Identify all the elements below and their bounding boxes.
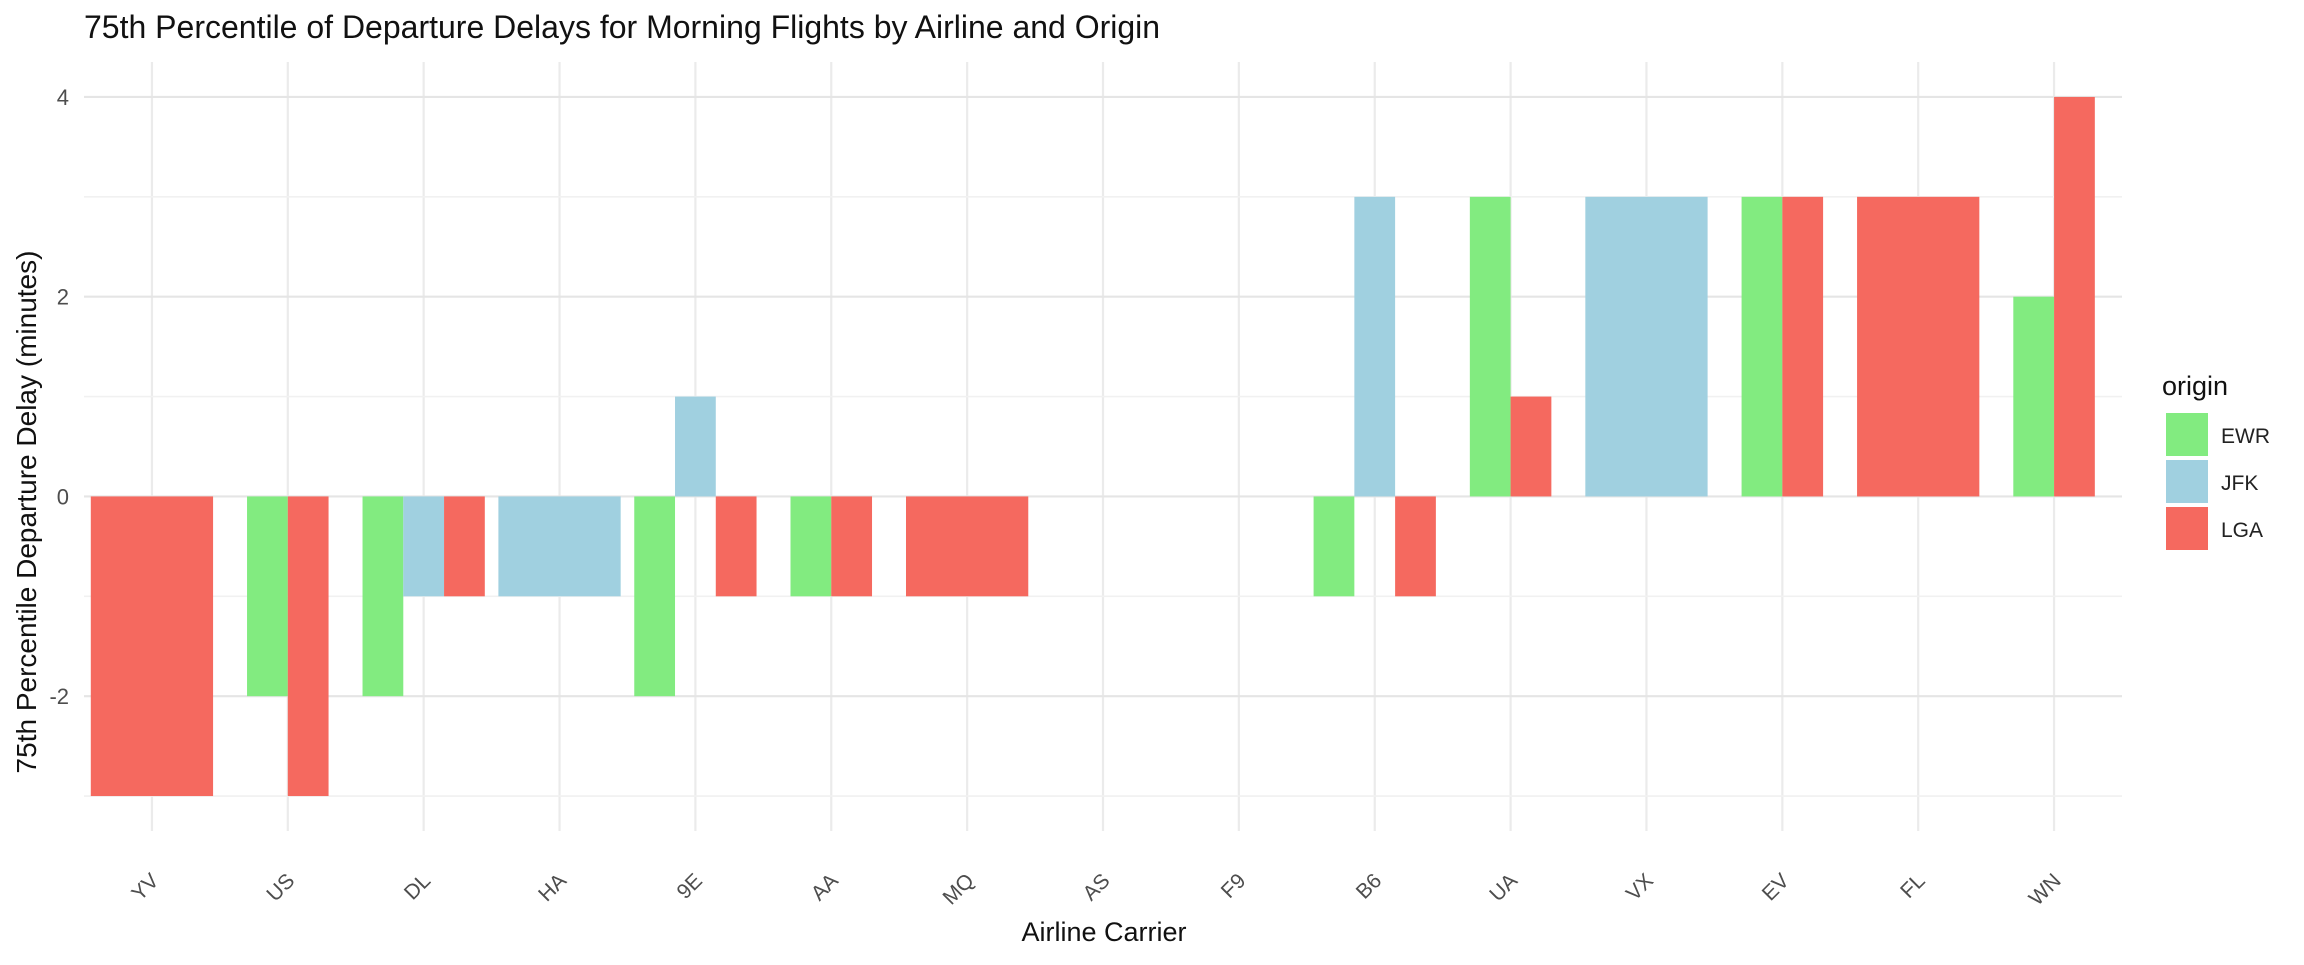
bar-DL-JFK (403, 496, 445, 597)
x-tick-label-WN: WN (2025, 869, 2066, 910)
y-tick-label: 4 (57, 85, 69, 110)
x-tick-label-AS: AS (1078, 869, 1114, 905)
bar-WN-LGA (2054, 96, 2095, 497)
bar-DL-EWR (362, 496, 404, 697)
x-tick-label-VX: VX (1622, 869, 1658, 905)
legend-label-JFK: JFK (2221, 472, 2258, 495)
legend-swatch-EWR (2166, 413, 2208, 456)
bar-EV-LGA (1782, 196, 1824, 497)
y-tick-label: 0 (57, 484, 69, 509)
x-tick-label-UA: UA (1485, 869, 1522, 906)
bar-YV-LGA (90, 496, 214, 797)
bar-9E-LGA (715, 496, 757, 597)
bar-B6-LGA (1395, 496, 1436, 597)
bar-EV-EWR (1741, 196, 1783, 497)
legend-label-EWR: EWR (2221, 425, 2270, 448)
x-tick-label-EV: EV (1758, 869, 1794, 905)
bar-UA-EWR (1469, 196, 1511, 497)
legend: origin EWR JFK LGA (2162, 371, 2270, 550)
legend-label-LGA: LGA (2221, 519, 2263, 542)
bar-DL-LGA (444, 496, 485, 597)
bar-AA-EWR (790, 496, 832, 597)
y-tick-label: 2 (57, 285, 69, 310)
legend-title: origin (2162, 371, 2228, 401)
bar-MQ-LGA (905, 496, 1029, 597)
x-tick-label-F9: F9 (1217, 869, 1251, 903)
bar-FL-LGA (1857, 196, 1980, 497)
bar-UA-LGA (1510, 396, 1552, 497)
x-tick-label-FL: FL (1896, 869, 1930, 903)
x-tick-label-YV: YV (127, 869, 163, 905)
x-tick-label-MQ: MQ (938, 869, 978, 909)
bar-VX-JFK (1585, 196, 1708, 497)
bar-B6-JFK (1354, 196, 1396, 497)
chart-title: 75th Percentile of Departure Delays for … (84, 9, 1160, 45)
y-axis-label: 75th Percentile Departure Delay (minutes… (11, 251, 42, 774)
bar-US-LGA (287, 496, 329, 797)
bar-AA-LGA (831, 496, 873, 597)
bar-WN-EWR (2013, 296, 2055, 497)
x-axis-label: Airline Carrier (1021, 917, 1186, 947)
bar-US-EWR (247, 496, 288, 697)
x-tick-label-DL: DL (400, 869, 435, 904)
x-tick-label-AA: AA (807, 869, 843, 905)
x-tick-label-9E: 9E (673, 869, 707, 903)
legend-swatch-LGA (2166, 507, 2208, 550)
x-tick-label-US: US (262, 869, 299, 906)
bar-HA-JFK (498, 496, 621, 597)
y-tick-label: -2 (49, 684, 69, 709)
bar-B6-EWR (1313, 496, 1355, 597)
x-tick-label-B6: B6 (1352, 869, 1386, 903)
legend-items: EWR JFK LGA (2166, 413, 2270, 550)
bars-layer (90, 96, 2095, 797)
bar-9E-EWR (634, 496, 676, 697)
legend-swatch-JFK (2166, 460, 2208, 503)
bar-9E-JFK (675, 396, 716, 497)
x-tick-label-HA: HA (534, 869, 571, 906)
